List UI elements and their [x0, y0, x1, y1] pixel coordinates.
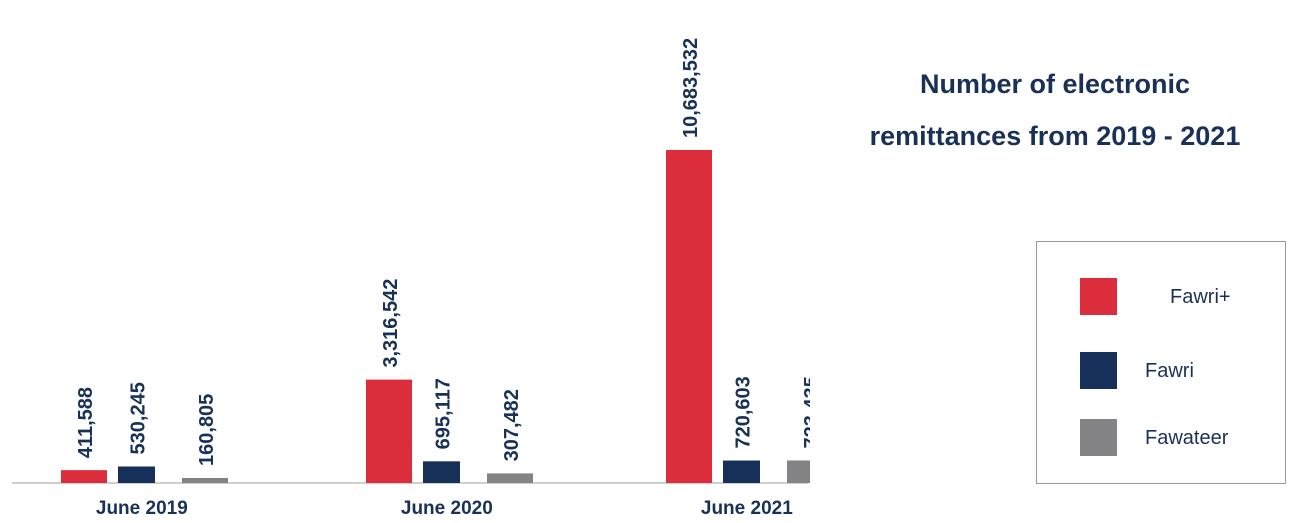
value-label-fawateer-june-2019: 160,805	[196, 394, 218, 466]
legend-label-fawateer: Fawateer	[1145, 427, 1229, 449]
legend: Fawri+ Fawri Fawateer	[1036, 241, 1286, 484]
chart-title-line-1: Number of electronic	[919, 69, 1191, 99]
legend-swatch-fawateer	[1080, 419, 1117, 456]
bar-fawri-june-2021	[723, 460, 760, 483]
bar-fawateer-june-2021	[787, 460, 810, 483]
category-label-june-2019: June 2019	[96, 498, 188, 519]
bar-fawri-june-2020	[423, 461, 460, 483]
chart-title-line-2: remittances from 2019 - 2021	[869, 121, 1241, 151]
legend-item-fawateer: Fawateer	[1080, 419, 1280, 457]
value-label-fawri-plus-june-2021: 10,683,532	[680, 38, 702, 138]
bar-fawateer-june-2019	[182, 477, 228, 483]
value-label-fawri-plus-june-2020: 3,316,542	[380, 279, 402, 368]
bar-fawri-plus-june-2019	[61, 470, 107, 483]
legend-swatch-fawri-plus	[1080, 278, 1117, 315]
legend-item-fawri-plus: Fawri+	[1080, 278, 1280, 316]
legend-swatch-fawri	[1080, 352, 1117, 389]
value-label-fawateer-june-2021: 723,435	[801, 376, 810, 448]
value-label-fawri-june-2021: 720,603	[733, 376, 755, 448]
bar-fawri-plus-june-2021	[666, 150, 712, 483]
category-label-june-2021: June 2021	[701, 498, 793, 519]
bar-fawri-plus-june-2020	[366, 379, 412, 483]
legend-label-fawri: Fawri	[1145, 360, 1194, 382]
bar-fawri-june-2019	[118, 466, 155, 483]
chart-title: Number of electronic remittances from 20…	[820, 58, 1290, 162]
legend-label-fawri-plus: Fawri+	[1170, 286, 1231, 308]
value-label-fawri-plus-june-2019: 411,588	[75, 387, 97, 458]
value-label-fawri-june-2019: 530,245	[128, 382, 150, 454]
legend-item-fawri: Fawri	[1080, 352, 1280, 390]
value-label-fawateer-june-2020: 307,482	[501, 389, 523, 461]
category-label-june-2020: June 2020	[401, 498, 493, 519]
value-label-fawri-june-2020: 695,117	[433, 378, 455, 449]
bar-fawateer-june-2020	[487, 473, 533, 483]
bar-chart: 411,588 530,245 160,805 3,316,542 695,117 307…	[12, 38, 810, 519]
